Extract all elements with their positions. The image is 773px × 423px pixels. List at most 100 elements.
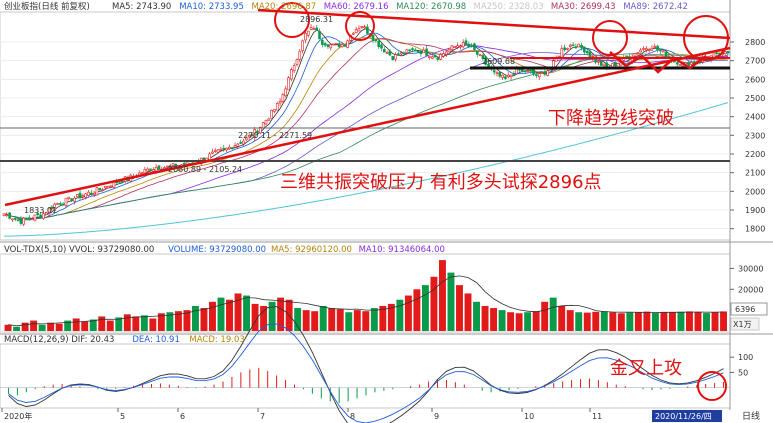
candle-body [501, 74, 504, 78]
candle-body [261, 122, 265, 129]
candle-body [577, 43, 580, 48]
candle-body [256, 130, 259, 133]
candle-body [104, 186, 107, 189]
candle-body [399, 52, 403, 55]
y-tick-label: 20000 [738, 285, 763, 294]
candle-body [371, 34, 375, 41]
candle-body [470, 44, 473, 47]
highlight-circle [274, 2, 310, 38]
volume-bar [251, 303, 259, 331]
x-axis: 2020年 5 6 7 8 9 10 11 [1, 408, 602, 421]
candle-body [13, 218, 17, 220]
y-tick-label: 2800 [745, 38, 765, 47]
volume-bar [38, 324, 46, 331]
volume-bar [515, 313, 523, 331]
candle-body [444, 51, 448, 55]
volume-bar [634, 312, 642, 331]
zigzag-annotation [609, 51, 707, 74]
y-tick-label: 30000 [738, 264, 763, 273]
volume-bar [157, 313, 165, 331]
candle-body [275, 103, 279, 111]
candle-body [281, 94, 285, 102]
volume-ma-line [8, 275, 724, 327]
volume-bar [166, 312, 174, 331]
dea-line [8, 323, 724, 423]
candle-body [337, 43, 341, 48]
volume-bar [106, 320, 114, 331]
volume-bar [541, 301, 549, 331]
volume-bar [600, 311, 608, 331]
candle-body [101, 189, 104, 191]
candle-body [413, 49, 417, 52]
legend-entry: MA60: 2679.16 [324, 2, 389, 12]
macd-y-ticks: 100 50 [730, 353, 753, 377]
highlight-circle [697, 371, 727, 401]
volume-bar [81, 321, 89, 331]
candle-body [363, 26, 366, 29]
candle-body [143, 169, 147, 174]
candle-body [425, 48, 428, 56]
candle-body [8, 212, 11, 219]
candle-body [690, 62, 693, 65]
candle-body [50, 206, 54, 209]
candle-body [459, 45, 462, 48]
candle-body [397, 53, 400, 56]
candle-body [461, 42, 465, 48]
volume-bar [294, 308, 302, 331]
candle-body [213, 150, 217, 152]
volume-bar [456, 285, 463, 331]
candle-body [394, 54, 397, 60]
y-tick-label: 2400 [745, 113, 765, 122]
volume-bar [336, 309, 344, 331]
candle-body [659, 49, 662, 52]
candle-body [329, 44, 333, 49]
candle-body [98, 188, 102, 191]
volume-bar [413, 289, 421, 331]
candle-body [614, 61, 617, 67]
level-label: 2080.89 - 2105.24 [168, 165, 242, 174]
candle-body [377, 40, 380, 47]
level-label: 1833.01 [24, 206, 57, 215]
legend-entry: MA5: 2743.90 [112, 2, 171, 12]
legend-entry: DEA: 10.91 [132, 335, 179, 345]
candle-body [75, 194, 79, 198]
volume-bar [549, 297, 557, 331]
candle-body [546, 70, 550, 76]
legend-entry: MA5: 92960120.00 [271, 245, 352, 255]
candle-body [436, 57, 440, 60]
candle-body [154, 167, 158, 172]
candle-body [47, 207, 51, 214]
volume-bar [21, 322, 29, 331]
candle-body [30, 218, 34, 220]
candle-body [647, 49, 651, 51]
volume-bar [268, 301, 276, 331]
y-tick-label: 2700 [745, 57, 765, 66]
candle-body [230, 147, 234, 150]
candle-body [346, 40, 349, 48]
candle-body [295, 59, 299, 65]
candle-body [216, 149, 220, 153]
cursor-date-box [652, 410, 722, 422]
candle-body [430, 56, 434, 59]
candle-body [312, 28, 316, 30]
x-tick-label: 5 [120, 412, 125, 421]
highlight-circle [345, 11, 375, 41]
candle-body [244, 137, 248, 141]
candle-body [306, 30, 310, 36]
candle-body [287, 77, 290, 91]
candle-body [70, 198, 73, 202]
candle-body [360, 26, 364, 28]
candle-body [374, 39, 378, 42]
volume-bar [277, 297, 285, 331]
candle-body [44, 212, 48, 215]
candle-body [633, 52, 637, 57]
candle-body [326, 44, 330, 47]
candle-body [340, 44, 344, 48]
candle-body [121, 180, 124, 183]
candle-body [540, 72, 544, 74]
candle-body [273, 109, 276, 112]
candlesticks [2, 23, 730, 227]
candle-body [64, 197, 68, 206]
candle-body [247, 135, 251, 138]
